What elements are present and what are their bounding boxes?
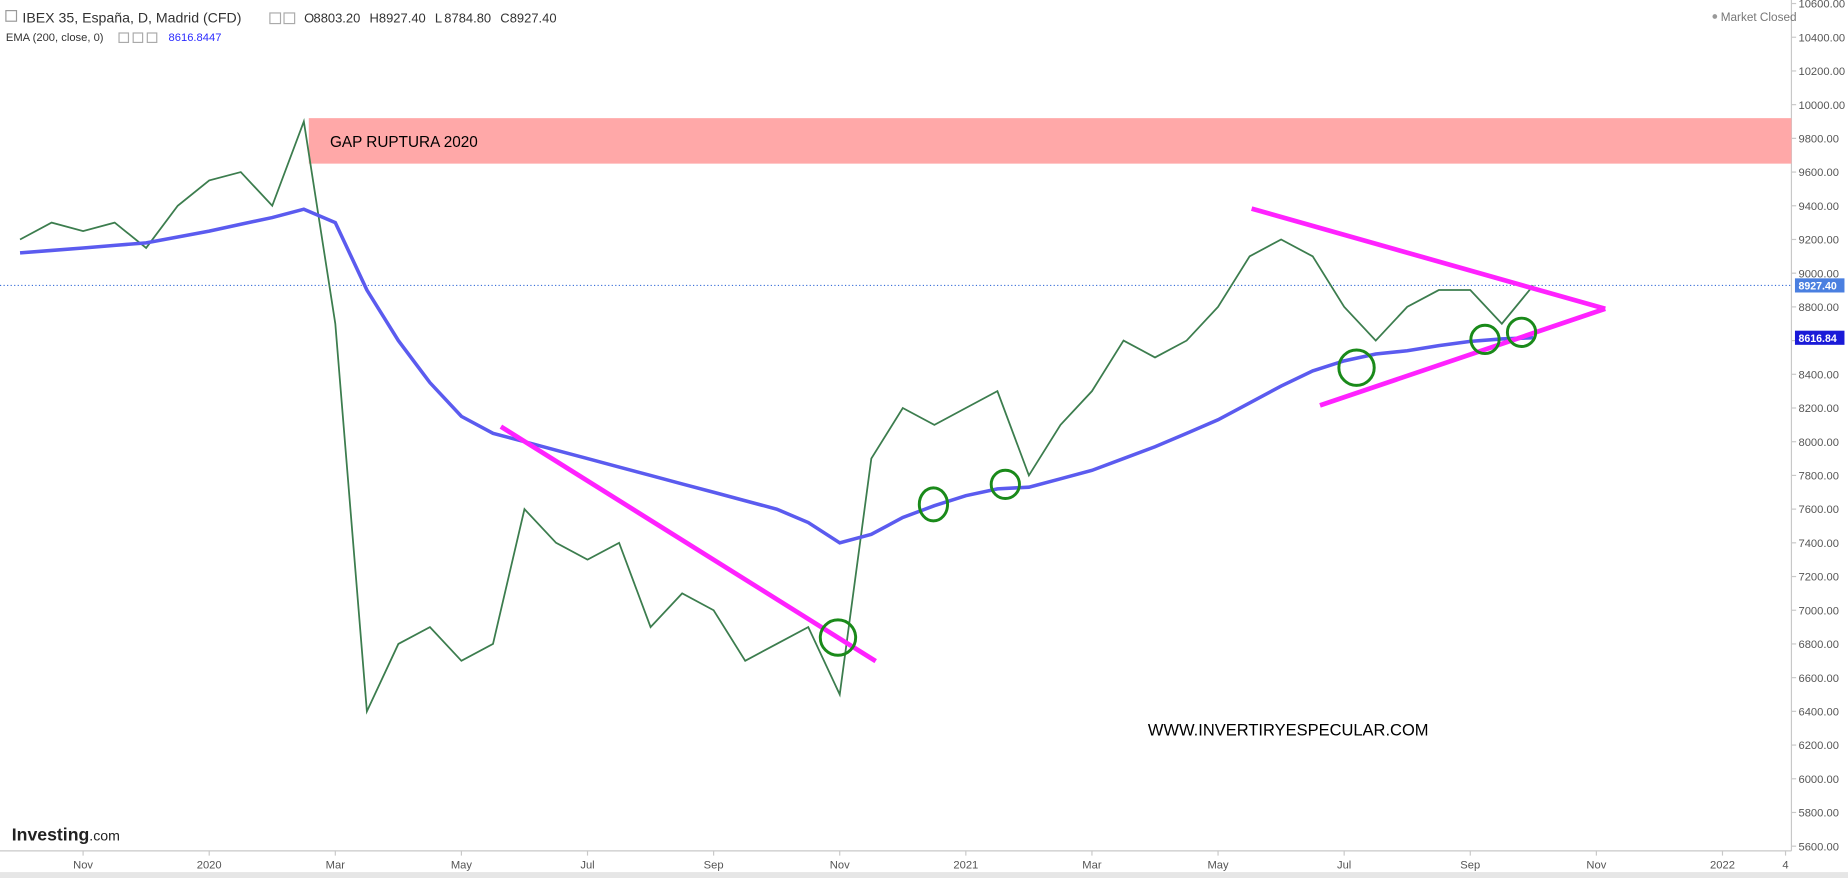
ohlc-key: L <box>435 10 442 25</box>
indicator-value: 8616.8447 <box>169 32 222 44</box>
circle-marker <box>1337 348 1376 387</box>
x-tick-label: Nov <box>73 860 93 872</box>
y-tick-label: 8000.00 <box>1799 437 1839 449</box>
header-icons <box>269 12 296 25</box>
y-tick-label: 7800.00 <box>1799 471 1839 483</box>
x-tick-label: Nov <box>830 860 850 872</box>
x-tick-label: 2021 <box>953 860 978 872</box>
series-layer <box>19 118 1535 715</box>
trendline <box>499 424 877 664</box>
x-tick-label: 2022 <box>1710 860 1735 872</box>
grid-layer: 5600.00 5800.00 6000.00 6200.00 6400.00 6600.… <box>73 0 1845 872</box>
x-tick-label: May <box>1207 860 1229 872</box>
y-tick-label: 7200.00 <box>1799 572 1839 584</box>
circle-marker <box>1469 323 1501 356</box>
price-badge <box>1794 330 1845 345</box>
zone-layer: GAP RUPTURA 2020 <box>0 118 1792 287</box>
logo-suffix: .com <box>89 827 120 843</box>
y-tick-label: 10600.00 <box>1799 0 1846 11</box>
circle-marker <box>1505 316 1538 348</box>
y-tick-label: 9200.00 <box>1799 235 1839 247</box>
y-tick-label: 7000.00 <box>1799 605 1839 617</box>
icon[interactable] <box>118 32 130 44</box>
x-tick-label: Jul <box>1337 860 1351 872</box>
y-tick-label: 10000.00 <box>1799 100 1846 112</box>
price-badge-label: 8927.40 <box>1799 281 1837 293</box>
y-tick-label: 9400.00 <box>1799 201 1839 213</box>
trendline <box>1319 306 1606 408</box>
y-tick-label: 9600.00 <box>1799 167 1839 179</box>
watermark: WWW.INVERTIRYESPECULAR.COM <box>1148 721 1429 739</box>
icon[interactable] <box>269 12 282 25</box>
y-tick-label: 9000.00 <box>1799 268 1839 280</box>
y-tick-label: 6800.00 <box>1799 639 1839 651</box>
ohlc-value: 8784.80 <box>444 10 491 25</box>
x-tick-label: Sep <box>1460 860 1480 872</box>
y-tick-label: 6200.00 <box>1799 740 1839 752</box>
status-dot <box>1712 14 1718 19</box>
ohlc-key: H <box>369 10 378 25</box>
x-tick-label: Mar <box>1082 860 1102 872</box>
zone-label: GAP RUPTURA 2020 <box>330 134 478 151</box>
circle-marker <box>818 618 858 657</box>
drawings <box>499 206 1606 664</box>
price-badge <box>1794 278 1845 293</box>
indicator-icons <box>118 32 158 44</box>
price-line <box>19 118 1535 715</box>
y-tick-label: 8400.00 <box>1799 369 1839 381</box>
icon[interactable] <box>283 12 296 25</box>
gap-zone <box>308 118 1792 164</box>
ohlc-key: O <box>304 10 314 25</box>
ohlc-value: 8803.20 <box>314 10 361 25</box>
y-tick-label: 5800.00 <box>1799 808 1839 820</box>
y-tick-label: 6600.00 <box>1799 673 1839 685</box>
circle-marker <box>917 486 950 523</box>
x-tick-label: Jul <box>580 860 594 872</box>
y-tick-label: 10400.00 <box>1799 32 1846 44</box>
x-tick-label: Sep <box>704 860 724 872</box>
y-tick-label: 9800.00 <box>1799 133 1839 145</box>
logo: Investing.com <box>12 824 120 844</box>
y-tick-label: 8200.00 <box>1799 403 1839 415</box>
collapse-icon[interactable] <box>5 10 18 22</box>
y-tick-label: 5600.00 <box>1799 841 1839 853</box>
x-tick-label: 2020 <box>197 860 222 872</box>
ohlc-value: 8927.40 <box>379 10 426 25</box>
bottom-strip <box>0 872 1848 878</box>
x-tick-label: Nov <box>1586 860 1606 872</box>
icon[interactable] <box>146 32 158 44</box>
icon[interactable] <box>132 32 144 44</box>
ohlc-key: C <box>500 10 509 25</box>
x-tick-label: 4 <box>1782 860 1788 872</box>
ohlc-value: 8927.40 <box>510 10 557 25</box>
indicator-label: EMA (200, close, 0) <box>6 32 104 44</box>
y-tick-label: 7600.00 <box>1799 504 1839 516</box>
x-tick-label: Mar <box>326 860 346 872</box>
logo-brand: Investing <box>12 824 90 844</box>
y-tick-label: 6400.00 <box>1799 706 1839 718</box>
chart-title: IBEX 35, España, D, Madrid (CFD) <box>22 9 241 25</box>
y-tick-label: 7400.00 <box>1799 538 1839 550</box>
ema-line <box>19 207 1534 545</box>
x-tick-label: May <box>451 860 473 872</box>
price-badge-label: 8616.84 <box>1799 333 1837 345</box>
y-tick-label: 10200.00 <box>1799 66 1846 78</box>
trendline <box>1251 206 1606 312</box>
y-tick-label: 6000.00 <box>1799 774 1839 786</box>
y-tick-label: 8800.00 <box>1799 302 1839 314</box>
circle-marker <box>989 468 1021 500</box>
market-status: Market Closed <box>1721 11 1797 24</box>
